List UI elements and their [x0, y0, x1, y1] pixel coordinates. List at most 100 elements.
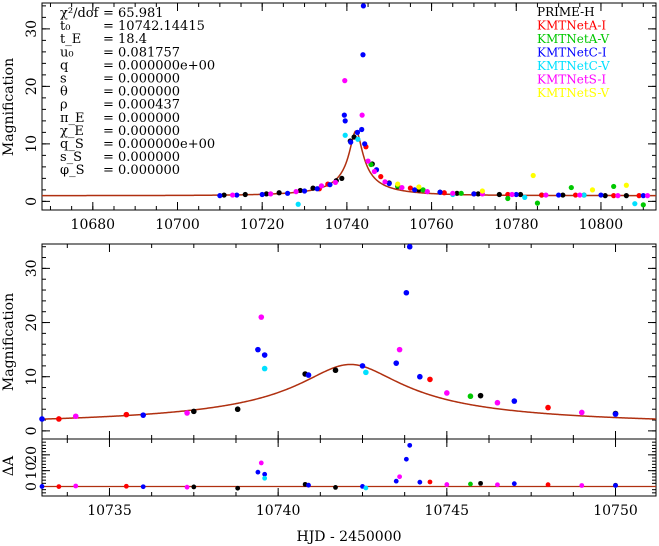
data-point-kmtnetc-i: [285, 190, 291, 196]
data-point-kmtnets-i: [318, 183, 325, 189]
data-point-kmtnetc-i: [348, 139, 354, 145]
data-point-kmtnetc-i: [393, 360, 400, 366]
data-point-kmtnetc-i: [640, 193, 646, 199]
data-point-kmtneta-i: [56, 416, 62, 422]
data-point-kmtnetc-v-residual: [363, 485, 369, 491]
data-point-prime-h: [496, 191, 502, 198]
data-point-kmtneta-i: [636, 193, 642, 199]
data-point-kmtnetc-i-residual: [306, 482, 311, 488]
data-point-kmtnetc-i-residual: [407, 442, 413, 448]
data-point-kmtnets-i: [578, 409, 585, 416]
fit-parameter-value: = 0.000000: [103, 150, 180, 165]
data-point-kmtnetc-i: [342, 118, 348, 124]
data-point-prime-h: [454, 190, 460, 196]
fit-parameter-value: = 0.000000e+00: [103, 137, 215, 152]
data-point-kmtneta-v: [568, 184, 574, 191]
fit-parameter-value: = 0.000000: [103, 85, 180, 100]
data-point-kmtnets-i: [644, 193, 651, 199]
data-point-kmtnets-i: [229, 192, 236, 198]
data-point-kmtnetc-i: [259, 191, 265, 198]
data-point-kmtnets-i: [268, 191, 274, 197]
data-point-prime-h-residual: [191, 484, 197, 490]
data-point-kmtnets-i: [543, 192, 549, 198]
data-point-kmtnets-i-residual: [579, 483, 585, 488]
data-point-prime-h-residual: [235, 485, 241, 491]
residual-data-points: [39, 442, 618, 491]
data-point-kmtnetc-v: [295, 201, 301, 207]
fit-parameter-name: χ_E: [60, 124, 84, 139]
data-point-prime-h: [517, 191, 524, 198]
data-point-kmtnets-v: [623, 182, 629, 188]
data-point-prime-h: [602, 193, 608, 199]
data-point-prime-h-residual: [478, 480, 483, 486]
data-point-kmtnets-i: [382, 179, 388, 185]
data-point-kmtnets-v: [416, 184, 422, 190]
data-point-kmtnetc-i: [386, 180, 392, 187]
data-point-kmtnetc-i-residual: [393, 478, 399, 484]
data-point-prime-h: [263, 191, 270, 197]
data-point-kmtnets-i: [332, 179, 339, 185]
data-point-kmtnets-i: [399, 184, 405, 191]
data-point-kmtnetc-v: [522, 194, 528, 200]
data-point-kmtneta-v: [368, 161, 374, 168]
model-curve: [42, 129, 656, 197]
overview-panel-frame: [41, 2, 657, 211]
data-point-kmtnets-i: [72, 413, 79, 420]
data-point-kmtneta-v: [467, 393, 474, 400]
fit-parameter-name: χ²/dof: [60, 6, 100, 21]
fit-parameter-name: ρ: [60, 98, 68, 113]
data-point-kmtnetc-i-residual: [417, 479, 423, 485]
overview-axis-ticks: 10680 10700 10720 10740 10760 10780 10800 0 10 20…: [24, 3, 656, 233]
data-point-kmtnets-i: [396, 346, 403, 353]
data-point-kmtnets-i: [509, 191, 515, 198]
data-point-kmtnets-v: [589, 187, 596, 193]
data-point-kmtnetc-i: [471, 191, 477, 197]
x-tick-label: 10700: [155, 217, 200, 233]
fit-parameter-value: = 65.981: [103, 6, 164, 21]
legend: PRIME-HKMTNetA-IKMTNetA-VKMTNetC-IKMTNet…: [537, 5, 610, 100]
zoom-panel-frame: [41, 243, 657, 440]
x-tick-label: 10750: [593, 503, 638, 519]
data-point-kmtnetc-i: [341, 112, 347, 118]
data-point-kmtnetc-i: [305, 372, 312, 378]
data-point-kmtnets-i-residual: [397, 474, 403, 480]
fit-parameter-name: s_S: [60, 150, 82, 165]
y-tick-label: 0: [24, 426, 40, 435]
fit-parameter-name: q: [60, 58, 68, 73]
data-point-kmtnetc-i: [612, 411, 619, 417]
x-axis-title: HJD - 2450000: [296, 529, 401, 545]
data-point-kmtnetc-v: [355, 136, 361, 142]
data-point-kmtnetc-i: [359, 363, 366, 369]
data-point-kmtnetc-i: [314, 186, 320, 192]
fit-parameter-value: = 18.4: [103, 32, 147, 47]
data-point-prime-h: [351, 134, 357, 140]
data-point-prime-h: [297, 187, 303, 194]
data-point-kmtnetc-i: [255, 346, 261, 353]
fit-parameter-name: t₀: [60, 19, 70, 34]
x-tick-label: 10720: [240, 217, 285, 233]
y-tick-label: 0: [24, 482, 40, 491]
data-point-kmtnets-i-residual: [495, 482, 500, 488]
data-point-kmtnetc-i: [437, 189, 443, 195]
fit-parameter-name: φ_S: [60, 163, 85, 178]
x-tick-label: 10740: [256, 503, 301, 519]
data-point-kmtneta-i: [407, 185, 413, 191]
data-point-kmtnetc-i: [354, 129, 361, 135]
data-point-kmtnetc-i: [301, 188, 308, 194]
y-tick-label: 10: [24, 462, 40, 480]
x-tick-label: 10800: [579, 217, 624, 233]
data-point-kmtnetc-i: [362, 141, 368, 147]
fit-parameter-value: = 0.000437: [103, 98, 180, 113]
data-point-prime-h: [339, 175, 345, 181]
data-point-kmtneta-i-residual: [56, 484, 62, 490]
data-point-kmtneta-i: [545, 404, 551, 411]
data-point-kmtneta-i: [611, 193, 617, 199]
data-point-kmtneta-i: [441, 190, 447, 196]
legend-entry: KMTNetS-I: [537, 73, 606, 87]
y-tick-label: 30: [24, 259, 40, 277]
x-tick-label: 10680: [71, 217, 116, 233]
data-point-kmtnets-i: [342, 78, 348, 84]
x-tick-label: 10740: [325, 217, 370, 233]
data-point-kmtneta-v: [458, 190, 464, 196]
